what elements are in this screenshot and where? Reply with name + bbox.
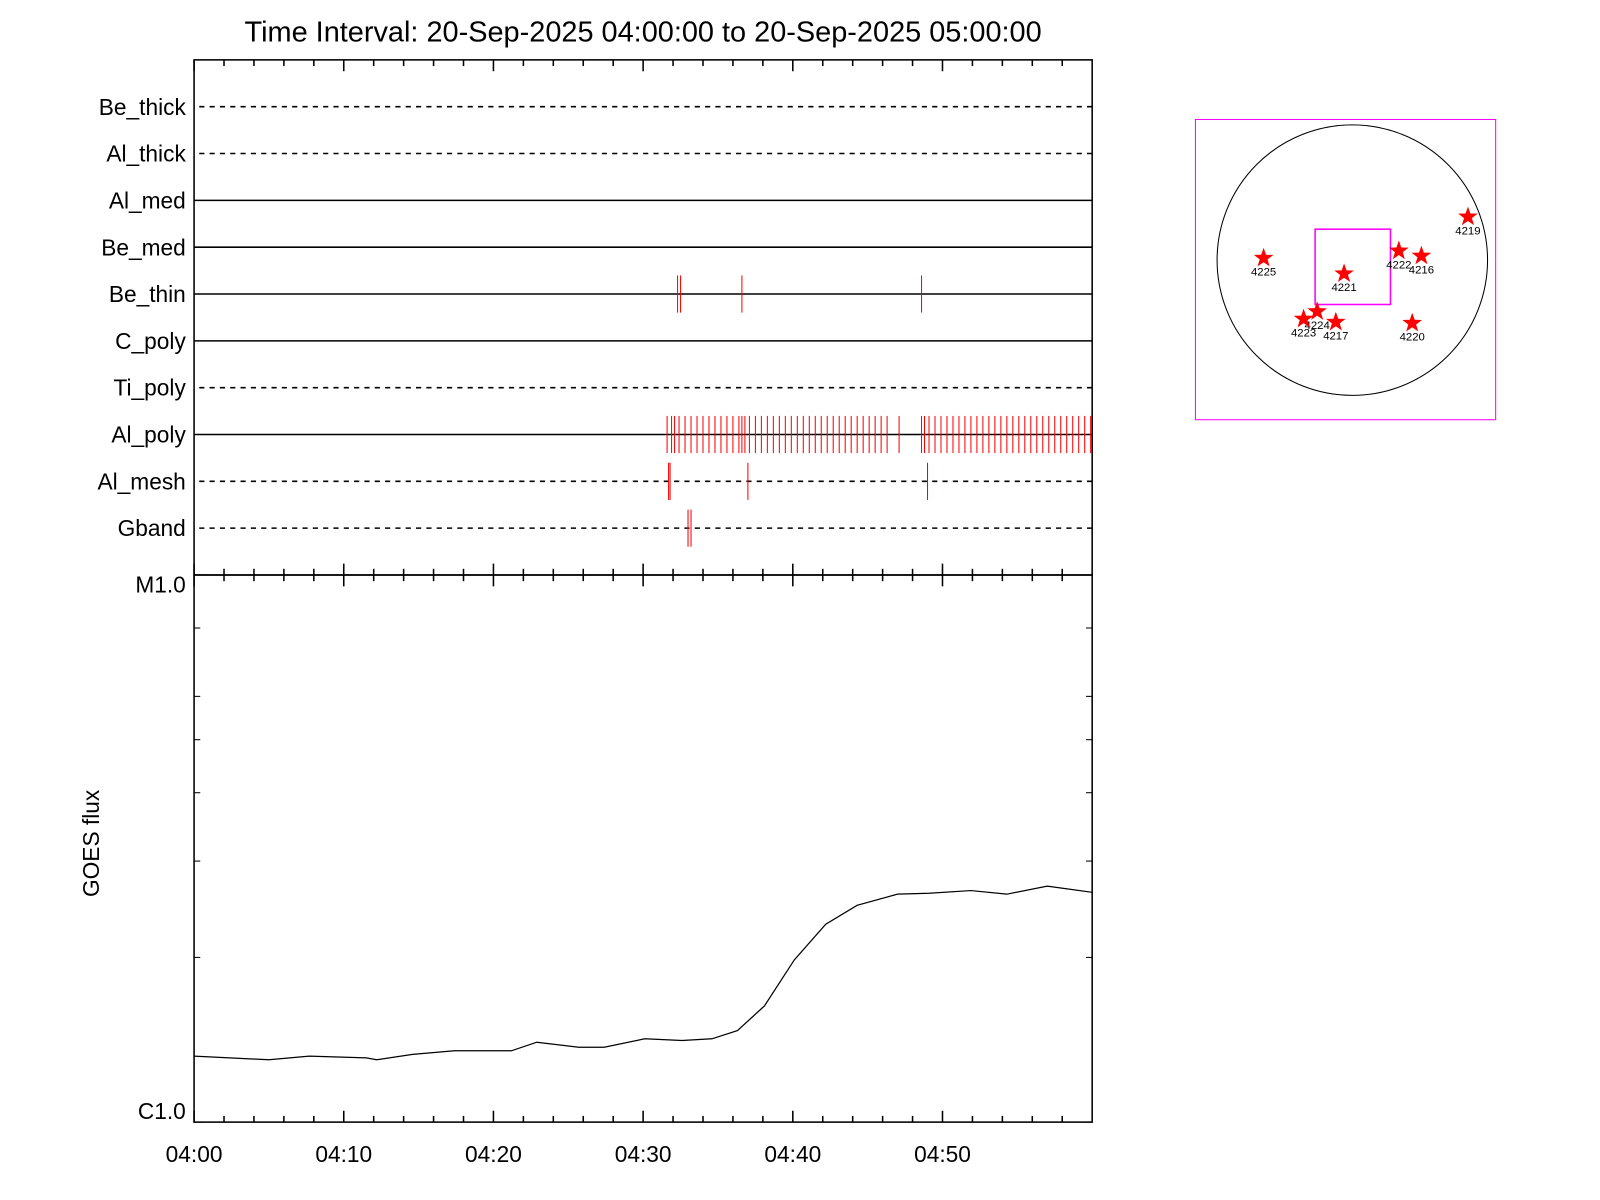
x-tick-label: 04:50 xyxy=(914,1141,971,1167)
chart-title: Time Interval: 20-Sep-2025 04:00:00 to 2… xyxy=(245,17,1042,49)
region-label: 4216 xyxy=(1409,264,1434,276)
detector-label: Be_thin xyxy=(109,281,186,307)
region-marker xyxy=(1411,245,1432,265)
region-label: 4224 xyxy=(1305,320,1330,332)
detector-label: Be_thick xyxy=(99,94,187,120)
y-tick-label: C1.0 xyxy=(138,1098,186,1124)
region-marker xyxy=(1402,312,1422,332)
detector-label: Be_med xyxy=(101,234,186,260)
plot-root: Time Interval: 20-Sep-2025 04:00:00 to 2… xyxy=(78,17,1497,1167)
region-label: 4217 xyxy=(1323,331,1348,343)
detector-label: Ti_poly xyxy=(113,375,186,401)
region-marker xyxy=(1325,311,1346,331)
region-label: 4223 xyxy=(1291,327,1316,339)
x-tick-label: 04:00 xyxy=(166,1141,223,1167)
region-marker xyxy=(1293,308,1314,328)
map-frame xyxy=(1194,118,1497,421)
x-tick-label: 04:10 xyxy=(315,1141,372,1167)
x-tick-label: 04:30 xyxy=(615,1141,672,1167)
y-tick-label: M1.0 xyxy=(135,571,185,597)
detector-label: Al_poly xyxy=(111,422,186,448)
detector-label: Al_thick xyxy=(106,141,186,167)
region-marker xyxy=(1253,247,1274,267)
solar-disk xyxy=(1216,124,1489,396)
flux-line xyxy=(194,885,1093,1061)
region-marker xyxy=(1307,301,1328,320)
panel-frame xyxy=(193,59,1093,576)
region-marker xyxy=(1334,263,1354,283)
region-label: 4220 xyxy=(1400,332,1425,344)
region-label: 4225 xyxy=(1251,267,1276,279)
region-marker xyxy=(1458,206,1478,226)
detector-label: C_poly xyxy=(115,328,186,354)
region-marker xyxy=(1389,240,1409,260)
detector-label: Al_mesh xyxy=(97,468,185,494)
y-axis-label: GOES flux xyxy=(78,789,104,897)
region-label: 4221 xyxy=(1331,282,1356,294)
region-label: 4222 xyxy=(1386,259,1411,271)
x-tick-label: 04:20 xyxy=(465,1141,522,1167)
detector-label: Gband xyxy=(118,515,186,541)
region-label: 4219 xyxy=(1455,225,1480,237)
panel-frame xyxy=(193,574,1093,1123)
detector-label: Al_med xyxy=(109,187,186,213)
fov-box xyxy=(1314,228,1392,306)
x-tick-label: 04:40 xyxy=(764,1141,821,1167)
